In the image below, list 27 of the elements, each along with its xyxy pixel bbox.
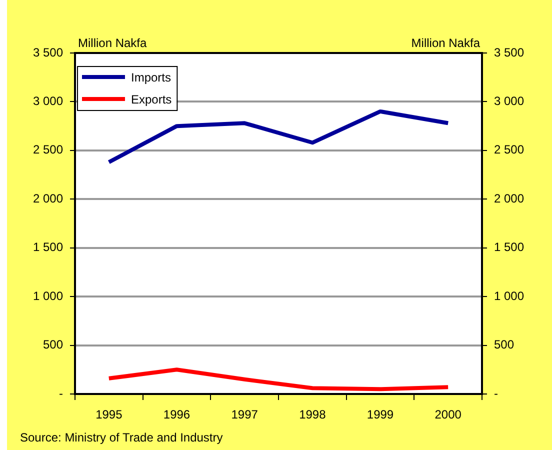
y-tick-label: 2 000 [32,191,64,206]
y2-tick-label: - [494,386,498,400]
y-axis-title: Million Nakfa [78,36,148,50]
y-tick-label: 3 500 [32,45,64,60]
y2-axis-title: Million Nakfa [411,36,480,50]
x-tick-label: 2000 [434,408,462,422]
legend-label: Exports [131,92,172,106]
y2-tick-label: 2 000 [494,191,524,206]
legend-label: Imports [131,70,172,84]
x-tick-label: 1997 [231,408,258,422]
y-tick-label: 2 500 [32,142,64,157]
y2-tick-label: 2 500 [494,142,524,157]
y-tick-label: - [59,386,63,400]
x-tick-label: 1998 [299,408,326,422]
x-tick-label: 1995 [96,408,123,422]
x-tick-label: 1999 [366,408,394,422]
source-note: Source: Ministry of Trade and Industry [20,430,223,444]
y-tick-label: 500 [42,338,64,352]
y-tick-label: 1 500 [32,240,64,254]
x-tick-label: 1996 [163,408,190,422]
y2-tick-label: 3 500 [494,45,524,60]
y-tick-label: 1 000 [32,288,64,303]
y2-tick-label: 3 000 [494,94,524,108]
y2-tick-label: 1 500 [494,240,524,254]
y2-tick-label: 1 000 [494,288,524,303]
y-tick-label: 3 000 [32,94,64,108]
y2-tick-label: 500 [494,338,514,352]
